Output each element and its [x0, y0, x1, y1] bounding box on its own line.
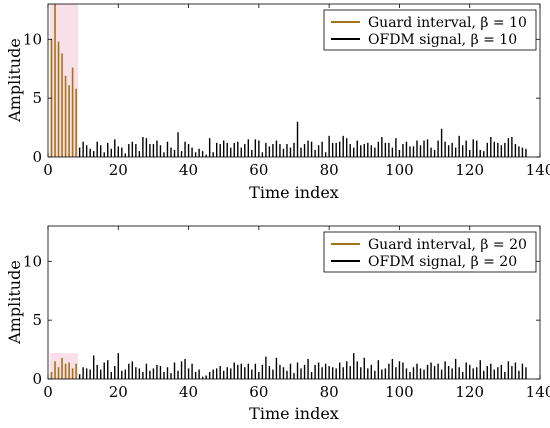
x-tick-label: 140	[526, 161, 550, 179]
chart-panel-1: 0 20 40 60 80 100 120 140 0 5 10 Time index Amplitud…	[5, 3, 550, 202]
x-tick-label: 120	[455, 161, 484, 179]
x-tick-label: 20	[109, 161, 128, 179]
y-axis-label: Amplitude	[5, 38, 24, 123]
legend-entry: OFDM signal, β = 10	[368, 32, 517, 48]
x-tick-label: 60	[249, 161, 268, 179]
y-axis-label: Amplitude	[5, 260, 24, 345]
x-tick-label: 40	[179, 383, 198, 401]
x-tick-label: 140	[526, 383, 550, 401]
y-tick-label: 10	[23, 30, 42, 48]
guard-highlight	[49, 4, 79, 157]
x-tick-label: 80	[320, 383, 339, 401]
guard-highlight	[49, 353, 79, 379]
x-tick-label: 80	[320, 161, 339, 179]
x-axis-label: Time index	[249, 404, 339, 423]
y-tick-label: 5	[32, 89, 42, 107]
plot-frame	[47, 3, 541, 158]
legend-box	[323, 231, 537, 273]
x-tick-label: 0	[43, 161, 53, 179]
x-tick-label: 40	[179, 161, 198, 179]
x-tick-label: 100	[385, 383, 414, 401]
y-tick-label: 5	[32, 311, 42, 329]
x-tick-label: 100	[385, 161, 414, 179]
x-axis-label: Time index	[249, 183, 339, 202]
y-tick-label: 0	[32, 370, 42, 388]
legend-entry: Guard interval, β = 10	[368, 15, 527, 31]
chart-panel-2: 0 20 40 60 80 100 120 140 0 5 10 Time index Amplitud…	[5, 225, 550, 423]
x-tick-label: 120	[455, 383, 484, 401]
legend-entry: OFDM signal, β = 20	[368, 254, 517, 270]
y-tick-label: 0	[32, 148, 42, 166]
y-tick-label: 10	[23, 252, 42, 270]
x-tick-label: 60	[249, 383, 268, 401]
legend-entry: Guard interval, β = 20	[368, 237, 527, 253]
x-tick-label: 0	[43, 383, 53, 401]
plot-frame	[47, 225, 541, 380]
x-tick-label: 20	[109, 383, 128, 401]
legend-box	[323, 9, 537, 51]
